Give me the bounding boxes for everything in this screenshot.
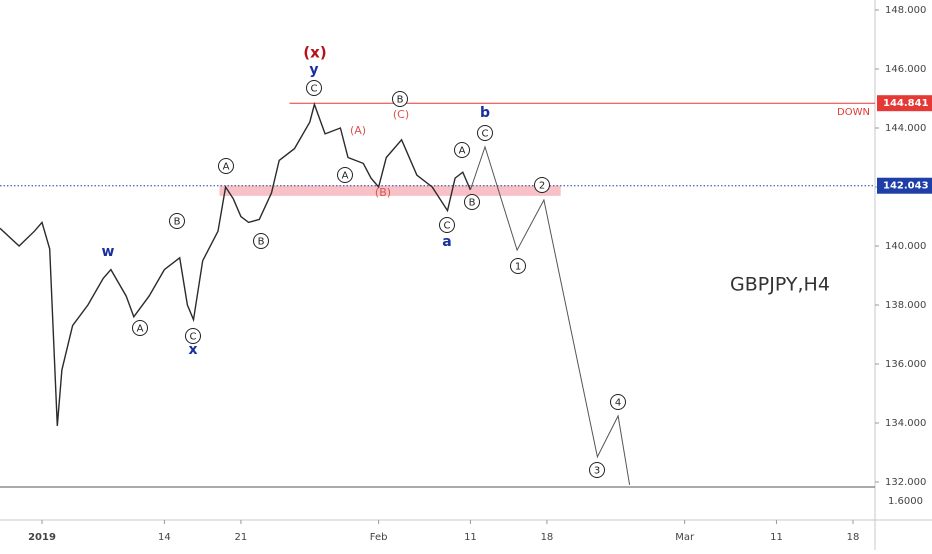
wave-label: A (223, 162, 230, 173)
wave-label: B (397, 95, 404, 106)
x-tick-label: 2019 (28, 532, 56, 543)
wave-label: C (444, 221, 451, 232)
y-tick-label: 146.000 (885, 64, 926, 75)
watermark: GBPJPY,H4 (730, 274, 830, 296)
wave-label: x (188, 342, 197, 358)
wave-label: a (442, 234, 451, 250)
price-line (0, 102, 472, 426)
x-tick-label: Feb (370, 532, 388, 543)
wave-label: 4 (615, 398, 621, 409)
wave-label: (C) (393, 108, 409, 121)
wave-circle (439, 217, 455, 233)
support-zone (219, 185, 561, 196)
wave-label: A (342, 171, 349, 182)
wave-circle (610, 394, 626, 410)
wave-circle (510, 258, 526, 274)
price-line (469, 145, 631, 485)
y-tick-label: 138.000 (885, 300, 926, 311)
wave-label: (B) (375, 186, 391, 199)
price-tag (877, 95, 932, 112)
wave-label: B (174, 217, 181, 228)
wave-label: w (102, 244, 115, 260)
x-tick-label: 18 (541, 532, 554, 543)
wave-circle (392, 91, 408, 107)
wave-circle (218, 158, 234, 174)
wave-label: C (482, 129, 489, 140)
y-tick-label: 134.000 (885, 418, 926, 429)
wave-circle (306, 80, 322, 96)
x-tick-label: Mar (675, 532, 695, 543)
indicator-tick-label: 1.6000 (888, 496, 923, 507)
wave-label: 3 (594, 466, 600, 477)
price-tag-label: 144.841 (883, 98, 929, 109)
wave-label: 2 (539, 181, 545, 192)
y-tick-label: 140.000 (885, 241, 926, 252)
wave-circle (337, 167, 353, 183)
wave-label: (x) (303, 44, 326, 62)
y-tick-label: 132.000 (885, 477, 926, 488)
y-tick-label: 136.000 (885, 359, 926, 370)
wave-circle (185, 328, 201, 344)
price-tag-label: 142.043 (883, 181, 929, 192)
y-tick-label: 144.000 (885, 123, 926, 134)
level-note: DOWN (837, 107, 870, 118)
wave-label: C (311, 84, 318, 95)
wave-label: A (459, 146, 466, 157)
price-tag (877, 177, 932, 194)
wave-circle (534, 177, 550, 193)
wave-label: y (309, 62, 318, 78)
wave-label: B (469, 198, 476, 209)
wave-label: b (480, 105, 490, 121)
x-tick-label: 14 (158, 532, 171, 543)
x-tick-label: 18 (847, 532, 860, 543)
x-tick-label: 11 (770, 532, 783, 543)
x-tick-label: 11 (464, 532, 477, 543)
wave-circle (464, 194, 480, 210)
y-tick-label: 148.000 (885, 5, 926, 16)
wave-label: A (137, 324, 144, 335)
wave-circle (169, 213, 185, 229)
x-tick-label: 21 (235, 532, 248, 543)
wave-circle (454, 142, 470, 158)
wave-circle (477, 125, 493, 141)
wave-circle (589, 462, 605, 478)
wave-circle (253, 233, 269, 249)
wave-label: (A) (350, 124, 366, 137)
wave-circle (132, 320, 148, 336)
wave-label: C (190, 332, 197, 343)
wave-label: 1 (515, 262, 521, 273)
wave-label: B (258, 237, 265, 248)
